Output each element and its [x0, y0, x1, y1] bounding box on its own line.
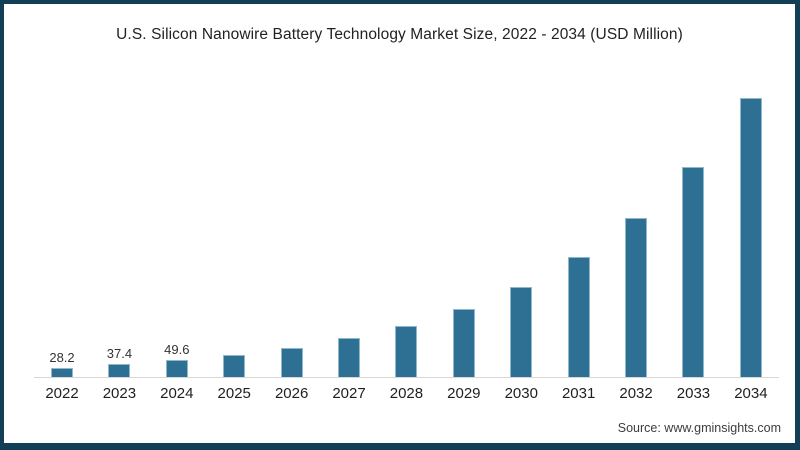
bar-value-label: 28.2	[49, 350, 75, 365]
bar	[395, 326, 418, 377]
bar	[739, 98, 762, 377]
x-axis-label: 2028	[389, 385, 424, 402]
x-axis-label: 2031	[561, 385, 596, 402]
bar-column	[551, 239, 607, 377]
bar-column: 49.6	[149, 342, 205, 377]
bar-column	[723, 80, 779, 377]
x-axis-label: 2022	[45, 385, 79, 402]
chart-title: U.S. Silicon Nanowire Battery Technology…	[116, 26, 683, 43]
x-axis-label: 2033	[676, 385, 711, 402]
bar-column: 37.4	[91, 346, 147, 377]
x-axis-label: 2030	[504, 385, 538, 402]
bar-column	[321, 320, 377, 377]
bar-column	[206, 337, 262, 377]
bar-column	[436, 291, 492, 377]
source-text: Source: www.gminsights.com	[617, 421, 781, 435]
bar-column	[665, 149, 721, 377]
x-axis-label: 2024	[160, 385, 194, 402]
bar-column	[493, 269, 549, 377]
x-axis-label: 2032	[619, 385, 653, 402]
x-axis-line	[34, 377, 779, 378]
bar	[452, 309, 475, 377]
x-axis-labels: 2022 2023 2024 2025 2026 2027 2028 2029 2030 2031…	[34, 385, 779, 402]
x-axis-label: 2029	[447, 385, 481, 402]
bar-column	[608, 200, 664, 377]
bar-value-label: 37.4	[106, 346, 133, 361]
bar	[682, 167, 705, 377]
bar-column	[264, 330, 320, 377]
plot-area: 28.2 37.4 49.6	[34, 44, 779, 377]
bar	[165, 360, 188, 377]
bar	[51, 368, 73, 377]
bar-column	[378, 308, 434, 377]
x-axis-label: 2026	[274, 385, 309, 402]
x-axis-label: 2025	[217, 385, 251, 402]
bar	[280, 348, 303, 377]
x-axis-label: 2034	[734, 385, 768, 402]
bar-value-label: 49.6	[164, 342, 190, 357]
bar	[567, 257, 590, 377]
bar	[625, 218, 648, 377]
bar	[338, 338, 361, 377]
bar-column: 28.2	[34, 350, 90, 377]
bar	[510, 287, 533, 377]
x-axis-label: 2023	[102, 385, 137, 402]
bar	[108, 364, 131, 377]
x-axis-label: 2027	[332, 385, 366, 402]
bar	[223, 355, 246, 377]
